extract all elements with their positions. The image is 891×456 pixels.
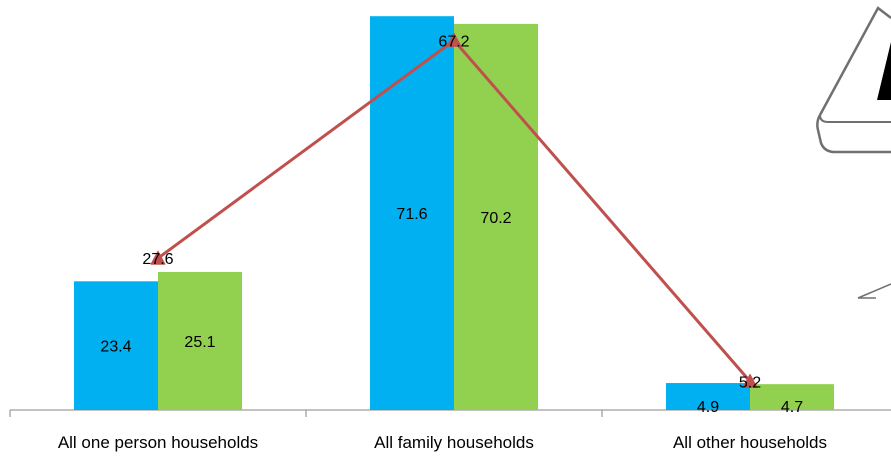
bar (158, 271, 242, 410)
data-labels: 23.4 25.1 71.6 70.2 4.9 4.7 27.6 67.2 5.2 (100, 33, 803, 416)
line-marker (150, 250, 166, 265)
line-series (150, 32, 758, 388)
graphic-small-line (857, 283, 891, 299)
bar (370, 16, 454, 410)
bar (666, 383, 750, 410)
bar-series (74, 16, 834, 411)
graphic-inner-edge (819, 114, 891, 123)
x-axis (9, 409, 891, 417)
category-labels: All one person households All family hous… (58, 433, 827, 452)
bar (74, 281, 158, 410)
graphic-dark-fragment (877, 42, 891, 100)
line-marker (446, 32, 462, 47)
line-marker (742, 373, 758, 388)
graphic-outline (816, 6, 891, 154)
bar-value-label: 70.2 (480, 210, 511, 227)
bar-value-label: 25.1 (184, 334, 215, 351)
category-label: All other households (673, 433, 827, 452)
line-value-label: 27.6 (142, 251, 173, 268)
category-label: All family households (374, 433, 534, 452)
line-value-label: 67.2 (438, 33, 469, 50)
bar-value-label: 4.9 (697, 399, 719, 416)
bar-value-label: 71.6 (396, 206, 427, 223)
bar-value-label: 4.7 (781, 399, 803, 416)
category-label: All one person households (58, 433, 258, 452)
bar (750, 384, 834, 410)
partial-triangle-graphic (816, 6, 891, 299)
bar-value-label: 23.4 (100, 339, 131, 356)
line-value-label: 5.2 (739, 374, 761, 391)
